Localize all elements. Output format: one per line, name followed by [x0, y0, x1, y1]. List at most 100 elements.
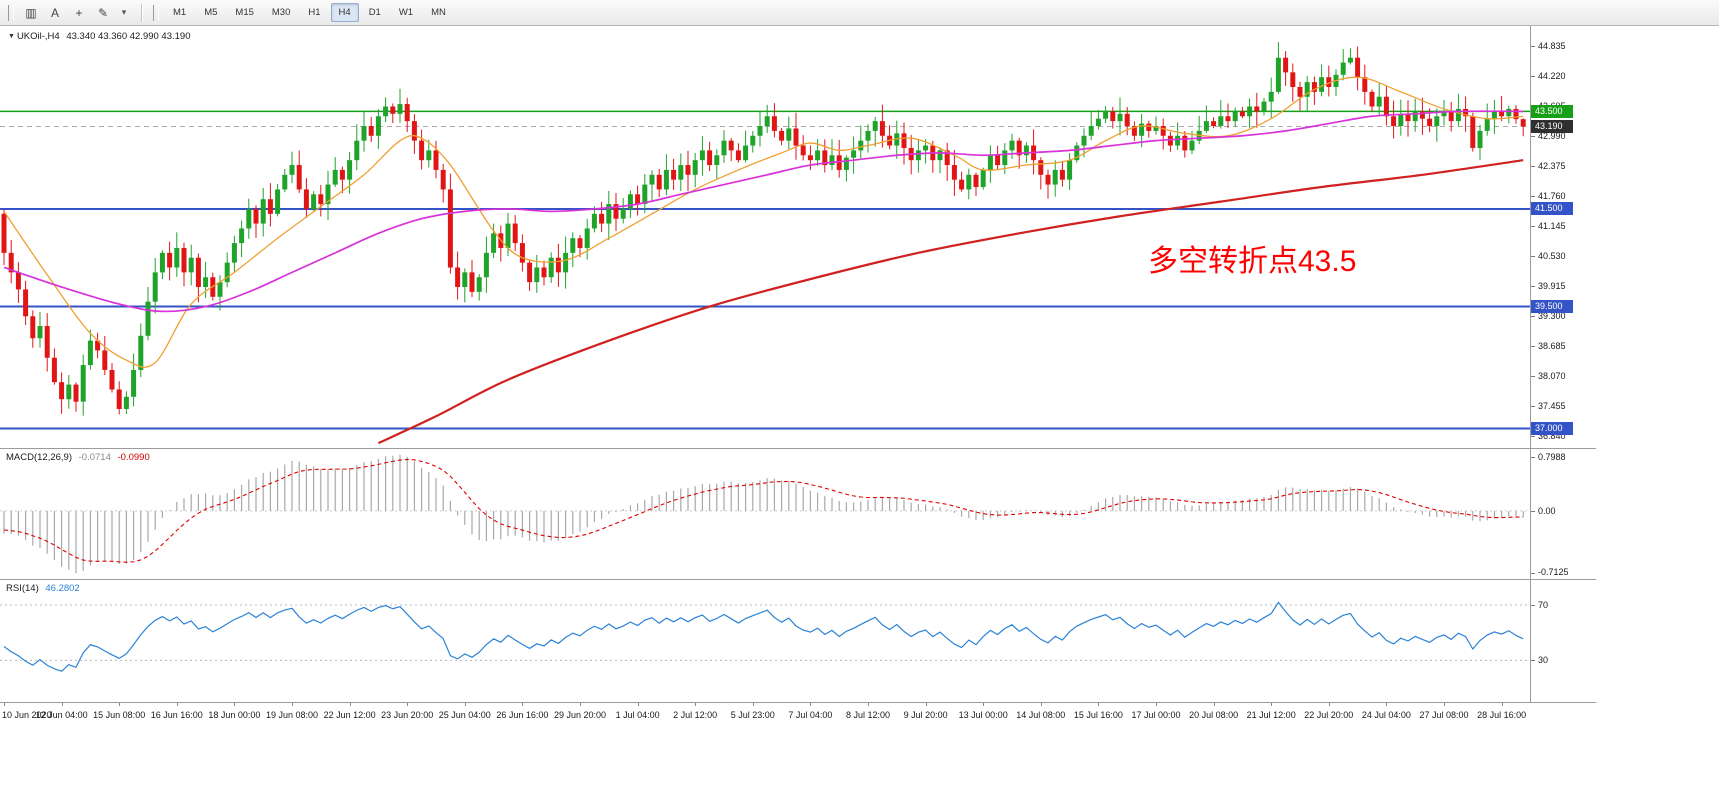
- rsi-name-text: RSI(14): [6, 583, 39, 594]
- time-axis-label: 24 Jul 04:00: [1361, 710, 1411, 720]
- time-axis-label: 28 Jul 16:00: [1477, 710, 1527, 720]
- draw-tools-icon[interactable]: ✎: [97, 5, 109, 20]
- current-price-tag: 43.190: [1531, 119, 1573, 133]
- price-axis-label: 36.840: [1538, 431, 1566, 442]
- macd-axis-zero: 0.00: [1538, 505, 1556, 516]
- axis-tick: [1531, 196, 1535, 198]
- price-axis-label: 40.530: [1538, 251, 1566, 262]
- time-axis-label: 18 Jun 00:00: [208, 710, 261, 720]
- rsi-canvas[interactable]: [0, 580, 1530, 702]
- toolbar: ▥ A + ✎ ▾ M1 M5 M15 M30 H1 H4 D1 W1 MN: [0, 0, 1719, 26]
- chart-dropdown-icon[interactable]: ▼: [8, 33, 15, 40]
- rsi-level-label: 30: [1538, 655, 1549, 666]
- timeframe-m5[interactable]: M5: [204, 7, 218, 18]
- timeframe-m15[interactable]: M15: [235, 7, 254, 18]
- price-level-tag: 41.500: [1531, 202, 1573, 216]
- time-axis-tick: [4, 703, 5, 706]
- time-axis-label: 1 Jul 04:00: [615, 710, 660, 720]
- macd-axis-top: 0.7988: [1538, 452, 1566, 462]
- time-axis-tick: [522, 703, 524, 706]
- axis-tick: [1531, 76, 1535, 78]
- time-axis-label: 29 Jun 20:00: [553, 710, 607, 720]
- chart-annotation-text: 多空转折点43.5: [1148, 245, 1357, 278]
- text-tool-icon[interactable]: A: [50, 5, 59, 20]
- time-axis-label: 19 Jun 08:00: [265, 710, 319, 720]
- price-level-tag: 37.000: [1531, 421, 1573, 435]
- time-axis-tick: [580, 703, 581, 706]
- time-axis[interactable]: 10 Jun 2020 12 Jun 04:00 15 Jun 08:00 16 Ju…: [0, 702, 1596, 728]
- time-axis-label: 23 Jun 20:00: [381, 710, 434, 720]
- time-axis-label: 22 Jun 12:00: [323, 710, 376, 720]
- time-axis-tick: [176, 703, 178, 706]
- time-axis-tick: [1328, 703, 1330, 706]
- timeframe-h4[interactable]: H4: [330, 3, 359, 22]
- macd-label: MACD(12,26,9) -0.0714 -0.0990: [6, 452, 150, 463]
- time-axis-tick: [1501, 703, 1503, 706]
- timeframe-m30[interactable]: M30: [271, 7, 291, 18]
- price-axis-label: 44.220: [1538, 71, 1566, 82]
- time-axis-label: 15 Jul 16:00: [1073, 710, 1123, 720]
- time-axis-tick: [752, 703, 754, 706]
- time-axis-tick: [349, 703, 351, 706]
- dropdown-caret-icon[interactable]: ▾: [121, 7, 127, 17]
- time-axis-tick: [1156, 703, 1157, 706]
- time-axis-tick: [407, 703, 409, 706]
- price-axis-label: 39.300: [1538, 311, 1566, 322]
- time-axis-tick: [292, 703, 293, 706]
- time-axis-tick: [1213, 703, 1215, 706]
- symbol-period-text: UKOil-,H4: [16, 31, 60, 42]
- price-axis-label: 41.145: [1538, 221, 1566, 232]
- timeframe-mn[interactable]: MN: [431, 7, 446, 18]
- time-axis-tick: [464, 703, 466, 706]
- price-axis-label: 39.915: [1538, 281, 1566, 292]
- axis-tick: [1531, 346, 1535, 348]
- pane-separator-main-macd[interactable]: [0, 448, 1596, 449]
- time-axis-tick: [1040, 703, 1042, 706]
- ohlc-text: 43.340 43.360 42.990 43.190: [66, 31, 191, 42]
- rsi-value: 46.2802: [45, 583, 80, 594]
- timeframe-w1[interactable]: W1: [398, 7, 414, 18]
- charts-icon[interactable]: ▥: [25, 5, 37, 20]
- timeframe-toolbar: M1 M5 M15 M30 H1 H4 D1 W1 MN: [164, 3, 455, 22]
- time-axis-tick: [1444, 703, 1445, 706]
- crosshair-icon[interactable]: +: [75, 5, 83, 20]
- time-axis-tick: [1386, 703, 1388, 706]
- timeframe-d1[interactable]: D1: [368, 7, 381, 18]
- macd-canvas[interactable]: [0, 449, 1530, 579]
- time-axis-label: 9 Jul 20:00: [903, 710, 948, 720]
- price-axis-label: 42.990: [1538, 131, 1566, 142]
- toolbar-grip[interactable]: [8, 4, 14, 21]
- time-axis-label: 5 Jul 23:00: [730, 710, 775, 720]
- time-axis-label: 10 Jun 2020: [2, 710, 52, 720]
- axis-tick: [1531, 604, 1535, 606]
- axis-tick: [1531, 226, 1535, 228]
- price-axis-label: 44.835: [1538, 41, 1566, 52]
- price-axis-border: [1530, 26, 1531, 702]
- axis-tick: [1531, 256, 1535, 258]
- price-axis-label: 38.070: [1538, 371, 1566, 382]
- macd-signal-value: -0.0990: [117, 452, 150, 463]
- axis-tick: [1531, 286, 1535, 288]
- axis-tick: [1531, 316, 1535, 318]
- time-axis-label: 7 Jul 04:00: [788, 710, 833, 720]
- axis-tick: [1531, 46, 1535, 48]
- chart-symbol-label: ▼ UKOil-,H4 43.340 43.360 42.990 43.190: [8, 31, 191, 42]
- pane-separator-macd-rsi[interactable]: [0, 579, 1596, 580]
- price-axis[interactable]: 44.83544.22043.60542.99042.37541.76041.1…: [1531, 26, 1601, 702]
- time-axis-tick: [1271, 703, 1273, 706]
- time-axis-tick: [61, 703, 63, 706]
- time-axis-label: 13 Jul 00:00: [958, 710, 1008, 720]
- timeframe-m1[interactable]: M1: [173, 7, 187, 18]
- main-chart-canvas[interactable]: [0, 26, 1530, 448]
- time-axis-tick: [695, 703, 697, 706]
- time-axis-label: 14 Jul 08:00: [1016, 710, 1066, 720]
- axis-tick: [1531, 166, 1535, 168]
- price-axis-label: 41.760: [1538, 191, 1566, 202]
- timeframe-h1[interactable]: H1: [308, 7, 321, 18]
- time-axis-label: 15 Jun 08:00: [93, 710, 146, 720]
- axis-tick: [1531, 510, 1535, 512]
- axis-tick: [1531, 376, 1535, 378]
- time-axis-label: 17 Jul 00:00: [1131, 710, 1181, 720]
- rsi-level-label: 70: [1538, 599, 1549, 610]
- timeframe-toolbar-grip[interactable]: [153, 4, 159, 21]
